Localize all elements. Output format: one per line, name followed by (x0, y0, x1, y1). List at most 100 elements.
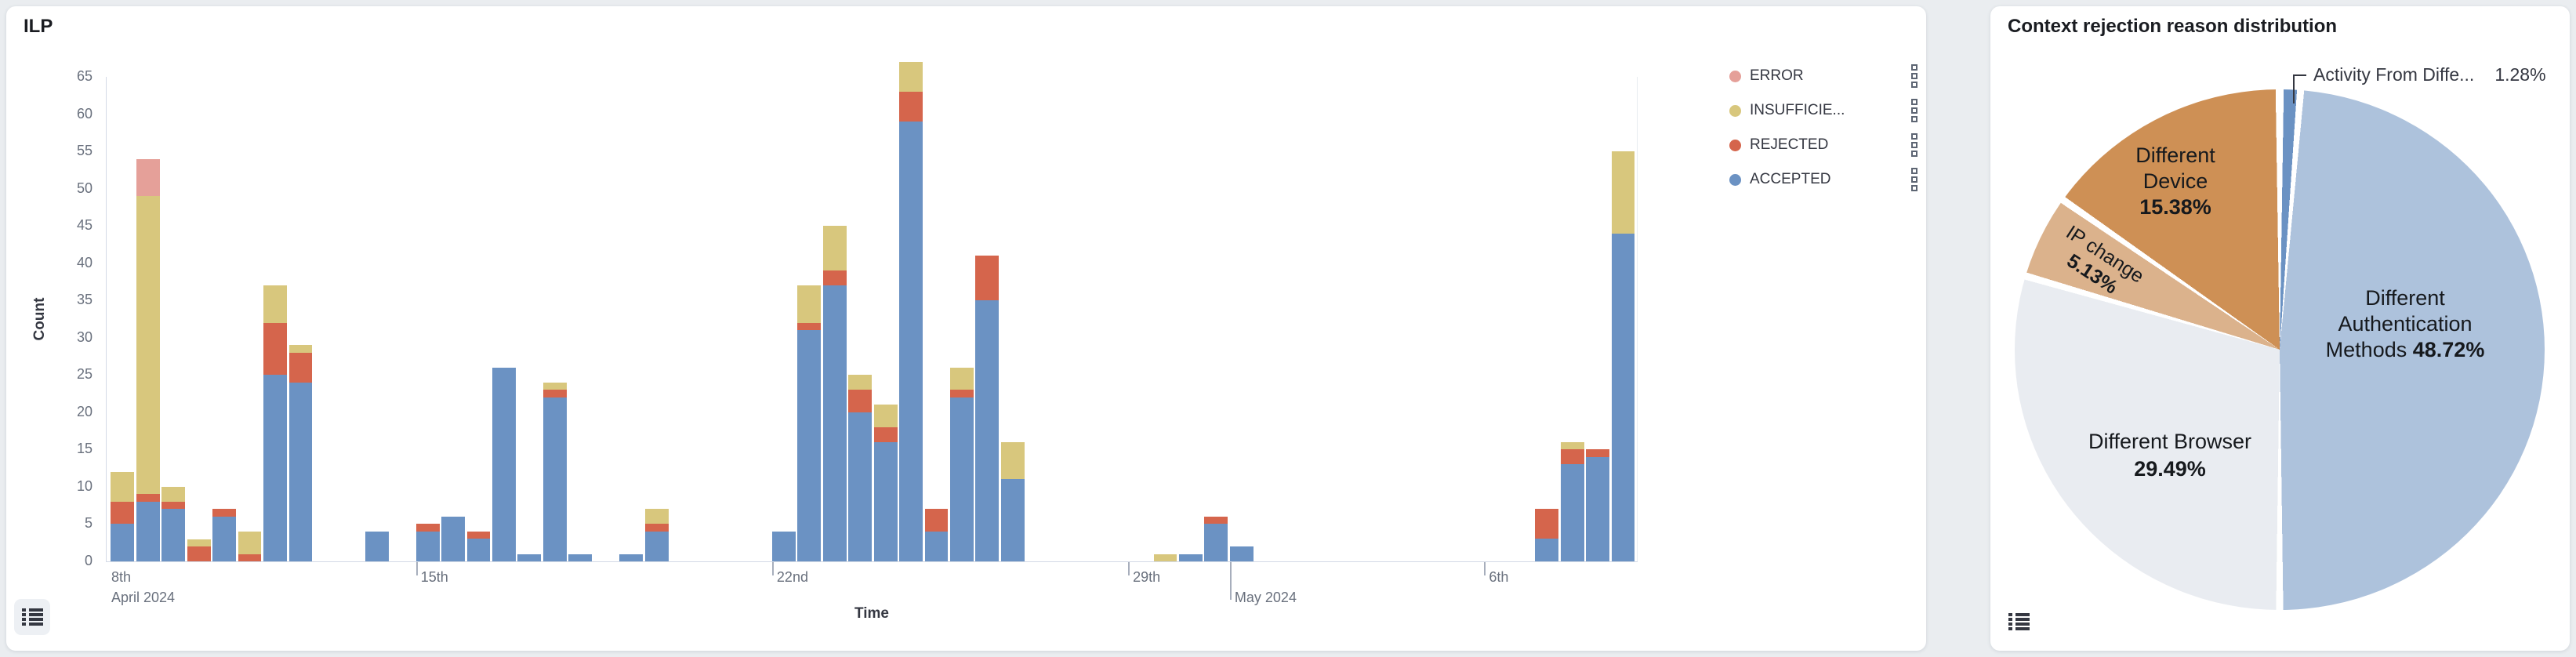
legend-options-kebab-icon[interactable] (1911, 64, 1917, 88)
bar-2024-04-12-12-00[interactable] (288, 77, 313, 561)
bar-segment-insufficient[interactable] (187, 539, 211, 546)
bar-2024-04-24-00-00[interactable] (873, 77, 898, 561)
legend-options-kebab-icon[interactable] (1911, 99, 1917, 122)
bar-2024-05-01-00-00[interactable] (1229, 77, 1254, 561)
bar-segment-rejected[interactable] (238, 554, 262, 561)
bar-segment-accepted[interactable] (466, 539, 491, 561)
bar-segment-accepted[interactable] (365, 531, 389, 561)
bar-segment-rejected[interactable] (924, 509, 949, 532)
bar-segment-rejected[interactable] (187, 546, 211, 561)
bar-2024-04-11-00-00[interactable] (212, 77, 237, 561)
bar-segment-insufficient[interactable] (288, 345, 313, 353)
bar-2024-04-12-00-00[interactable] (263, 77, 287, 561)
bar-segment-rejected[interactable] (542, 390, 567, 397)
bar-segment-rejected[interactable] (1535, 509, 1559, 539)
bar-segment-error[interactable] (136, 158, 160, 197)
bar-2024-04-26-12-00[interactable] (1000, 77, 1025, 561)
bar-segment-rejected[interactable] (822, 270, 847, 286)
bar-2024-05-07-00-00[interactable] (1535, 77, 1559, 561)
bar-segment-accepted[interactable] (1611, 233, 1635, 561)
bar-2024-04-10-00-00[interactable] (161, 77, 186, 561)
bar-segment-rejected[interactable] (466, 531, 491, 539)
bar-segment-rejected[interactable] (797, 322, 822, 331)
bar-2024-04-10-12-00[interactable] (187, 77, 211, 561)
bar-2024-04-17-00-00[interactable] (517, 77, 542, 561)
bar-segment-insufficient[interactable] (1560, 441, 1584, 450)
legend-item-rejected[interactable]: REJECTED (1729, 128, 1917, 162)
bar-segment-insufficient[interactable] (1000, 441, 1025, 480)
bar-segment-accepted[interactable] (288, 382, 313, 561)
bar-2024-04-30-12-00[interactable] (1204, 77, 1228, 561)
bar-2024-04-14-00-00[interactable] (365, 77, 389, 561)
bar-segment-rejected[interactable] (288, 352, 313, 383)
bar-segment-rejected[interactable] (415, 524, 440, 532)
bar-2024-04-23-00-00[interactable] (822, 77, 847, 561)
bar-segment-accepted[interactable] (822, 285, 847, 561)
bar-2024-04-19-12-00[interactable] (644, 77, 669, 561)
bar-segment-accepted[interactable] (797, 330, 822, 561)
bar-segment-accepted[interactable] (1000, 479, 1025, 561)
bar-segment-rejected[interactable] (899, 92, 923, 122)
bar-segment-rejected[interactable] (263, 322, 287, 376)
legend-item-accepted[interactable]: ACCEPTED (1729, 162, 1917, 197)
bar-2024-04-22-12-00[interactable] (797, 77, 822, 561)
bar-segment-insufficient[interactable] (542, 382, 567, 390)
bar-segment-rejected[interactable] (950, 390, 974, 397)
bar-segment-rejected[interactable] (1560, 449, 1584, 465)
bar-2024-04-16-00-00[interactable] (466, 77, 491, 561)
bar-2024-04-15-00-00[interactable] (415, 77, 440, 561)
bar-2024-04-09-12-00[interactable] (136, 77, 160, 561)
bar-segment-accepted[interactable] (542, 397, 567, 561)
legend-item-error[interactable]: ERROR (1729, 59, 1917, 93)
bar-segment-insufficient[interactable] (822, 226, 847, 271)
bar-2024-04-18-00-00[interactable] (568, 77, 593, 561)
legend-toggle-button[interactable] (2003, 608, 2034, 635)
bar-segment-accepted[interactable] (873, 441, 898, 561)
bar-2024-04-22-00-00[interactable] (771, 77, 796, 561)
bar-segment-accepted[interactable] (1179, 554, 1203, 561)
bar-2024-05-08-12-00[interactable] (1611, 77, 1635, 561)
bar-2024-04-15-12-00[interactable] (441, 77, 465, 561)
bar-segment-insufficient[interactable] (873, 405, 898, 427)
bar-segment-rejected[interactable] (873, 427, 898, 442)
bar-segment-rejected[interactable] (644, 524, 669, 532)
bar-segment-accepted[interactable] (1204, 524, 1228, 561)
bar-segment-rejected[interactable] (1204, 516, 1228, 525)
bar-segment-accepted[interactable] (1229, 546, 1254, 561)
bar-2024-04-25-12-00[interactable] (950, 77, 974, 561)
legend-toggle-button[interactable] (14, 599, 50, 635)
bar-segment-insufficient[interactable] (1153, 554, 1177, 561)
bar-2024-04-29-12-00[interactable] (1153, 77, 1177, 561)
bar-segment-insufficient[interactable] (950, 367, 974, 390)
bar-segment-accepted[interactable] (644, 531, 669, 561)
bar-segment-insufficient[interactable] (136, 196, 160, 495)
bar-segment-accepted[interactable] (568, 554, 593, 561)
bar-segment-rejected[interactable] (161, 501, 186, 510)
bar-segment-accepted[interactable] (848, 412, 873, 561)
bar-segment-accepted[interactable] (1586, 456, 1609, 561)
bar-segment-rejected[interactable] (848, 390, 873, 412)
bar-segment-rejected[interactable] (111, 501, 135, 525)
bar-2024-05-07-12-00[interactable] (1560, 77, 1584, 561)
bar-segment-insufficient[interactable] (848, 375, 873, 390)
bar-segment-accepted[interactable] (619, 554, 644, 561)
bar-segment-accepted[interactable] (111, 524, 135, 561)
bar-segment-accepted[interactable] (441, 516, 465, 561)
pie-chart[interactable] (2015, 89, 2545, 610)
bar-2024-04-17-12-00[interactable] (542, 77, 567, 561)
bar-segment-insufficient[interactable] (263, 285, 287, 323)
bar-2024-04-23-12-00[interactable] (848, 77, 873, 561)
bar-chart-plot-area[interactable] (107, 62, 1637, 561)
bar-segment-rejected[interactable] (212, 509, 237, 517)
bar-segment-accepted[interactable] (1535, 539, 1559, 561)
bar-2024-04-26-00-00[interactable] (975, 77, 1000, 561)
bar-segment-accepted[interactable] (161, 509, 186, 561)
bar-2024-04-24-12-00[interactable] (899, 62, 923, 561)
bar-segment-accepted[interactable] (1560, 464, 1584, 561)
bar-segment-accepted[interactable] (212, 516, 237, 561)
bar-segment-accepted[interactable] (263, 375, 287, 561)
bar-segment-accepted[interactable] (771, 531, 796, 561)
bar-segment-accepted[interactable] (899, 122, 923, 561)
bar-segment-accepted[interactable] (136, 501, 160, 561)
bar-2024-04-16-12-00[interactable] (492, 77, 516, 561)
